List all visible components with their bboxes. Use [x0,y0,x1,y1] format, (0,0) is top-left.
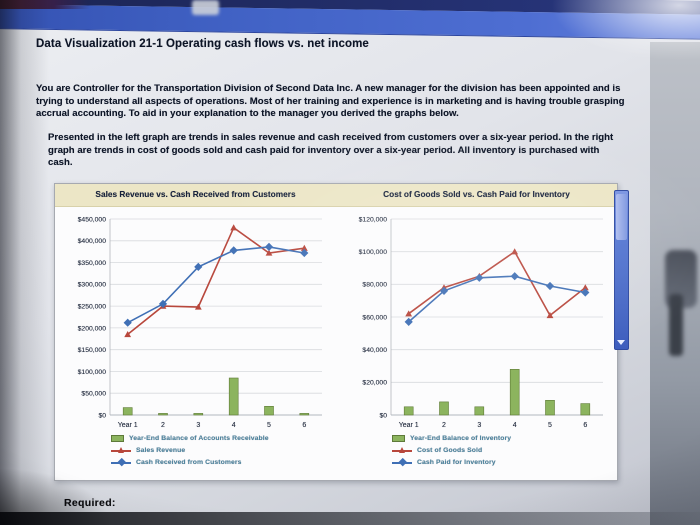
scrollbar[interactable] [614,190,629,350]
svg-text:$250,000: $250,000 [77,303,106,310]
svg-text:4: 4 [512,422,516,429]
chart-left-plot: $0 $50,000 $100,000 $150,000 $200,000 $250,00… [77,216,322,429]
page-title: Data Visualization 21-1 Operating cash f… [36,38,369,50]
legend-label: Sales Revenue [136,447,186,455]
svg-text:$20,000: $20,000 [362,380,387,387]
svg-text:$60,000: $60,000 [362,314,387,321]
svg-text:3: 3 [477,422,481,429]
svg-text:$350,000: $350,000 [77,260,106,267]
scroll-down-arrow-icon[interactable] [617,340,625,345]
legend-line-swatch-icon [392,458,412,467]
legend-label: Cost of Goods Sold [417,447,483,455]
document-page: Data Visualization 21-1 Operating cash f… [0,27,700,525]
chart-right: Cost of Goods Sold vs. Cash Paid for Inv… [336,183,617,471]
legend-line-swatch-icon [392,446,412,453]
svg-text:$150,000: $150,000 [77,347,106,354]
legend-bar-swatch-icon [111,435,124,443]
svg-text:3: 3 [196,422,200,429]
browser-corner-fragment [0,0,90,9]
legend-item: Year-End Balance of Accounts Receivable [111,433,336,445]
chart-right-plot: $0 $20,000 $40,000 $60,000 $80,000 $100,000 $1… [358,216,603,429]
svg-text:5: 5 [267,422,271,429]
svg-text:$200,000: $200,000 [77,325,106,332]
charts-panel: Sales Revenue vs. Cash Received from Cus… [54,182,618,481]
background-object [669,294,683,356]
legend-item: Sales Revenue [111,445,336,457]
legend-line-swatch-icon [111,446,131,453]
paragraph-graphs: Presented in the left graph are trends i… [48,131,614,169]
svg-text:$300,000: $300,000 [77,282,106,289]
legend-item: Cost of Goods Sold [392,445,617,457]
svg-text:$50,000: $50,000 [81,391,106,398]
legend-item: Year-End Balance of Inventory [392,433,617,445]
diamond-marker-icon [398,458,407,467]
svg-text:$450,000: $450,000 [77,216,106,223]
paragraph-intro: You are Controller for the Transportatio… [36,83,625,120]
legend-item: Cash Received from Customers [111,457,336,469]
legend-item: Cash Paid for Inventory [392,457,617,469]
triangle-marker-icon [399,446,405,453]
legend-line-swatch-icon [111,458,131,467]
chart-right-title: Cost of Goods Sold vs. Cash Paid for Inv… [336,183,617,207]
svg-text:$0: $0 [98,412,106,419]
svg-text:Year 1: Year 1 [398,422,418,429]
legend-label: Cash Paid for Inventory [417,459,496,467]
chart-right-legend: Year-End Balance of Inventory Cost of Goo… [336,431,617,471]
svg-text:$0: $0 [379,412,387,419]
legend-label: Cash Received from Customers [136,459,242,467]
diamond-marker-icon [117,458,126,467]
legend-bar-swatch-icon [392,435,405,443]
svg-text:2: 2 [161,422,165,429]
svg-text:4: 4 [231,422,235,429]
scrollbar-thumb[interactable] [616,194,627,240]
triangle-marker-icon [118,446,124,453]
required-label: Required: [64,496,116,509]
glare-spot [192,0,219,15]
svg-text:$100,000: $100,000 [358,249,387,256]
legend-label: Year-End Balance of Inventory [410,435,512,443]
chart-left-title: Sales Revenue vs. Cash Received from Cus… [55,183,336,207]
svg-text:$100,000: $100,000 [77,369,106,376]
chart-left: Sales Revenue vs. Cash Received from Cus… [55,183,336,471]
svg-text:5: 5 [548,422,552,429]
svg-text:$40,000: $40,000 [362,347,387,354]
svg-text:6: 6 [302,422,306,429]
svg-text:$400,000: $400,000 [77,238,106,245]
svg-text:6: 6 [583,422,587,429]
photo-right-background [650,42,700,525]
svg-text:$120,000: $120,000 [358,216,387,223]
svg-text:$80,000: $80,000 [362,282,387,289]
legend-label: Year-End Balance of Accounts Receivable [129,435,269,443]
svg-text:Year 1: Year 1 [117,422,137,429]
svg-text:2: 2 [442,422,446,429]
chart-left-legend: Year-End Balance of Accounts Receivable S… [55,431,336,471]
